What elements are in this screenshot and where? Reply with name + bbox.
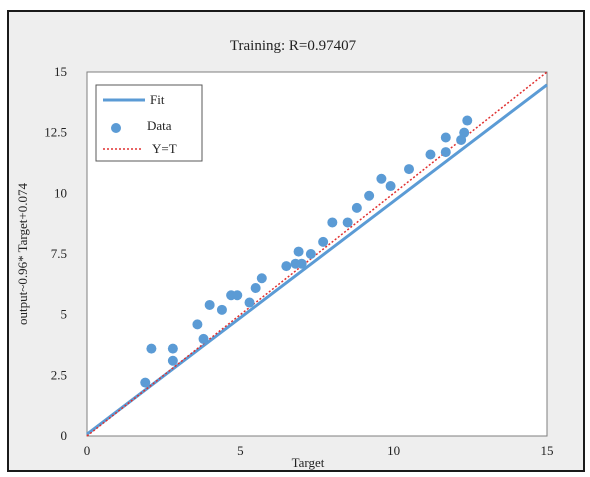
data-point [440, 132, 451, 143]
data-point [192, 319, 203, 330]
data-point [318, 236, 329, 247]
y-tick-label: 10 [54, 185, 67, 200]
data-point [281, 261, 292, 272]
data-point [327, 217, 338, 228]
data-point [459, 127, 470, 138]
data-point [305, 249, 316, 259]
x-tick-label: 15 [541, 443, 554, 458]
data-point [216, 304, 227, 315]
data-point [167, 343, 178, 354]
data-point [364, 190, 375, 201]
data-point [296, 258, 307, 269]
y-axis-label: output~0.96* Target+0.074 [15, 183, 30, 325]
y-tick-labels: 0 2.5 5 7.5 10 12.5 15 [44, 64, 67, 443]
chart-lines [86, 71, 548, 437]
data-point [385, 181, 396, 192]
x-axis-label: Target [292, 455, 325, 470]
y-tick-label: 5 [61, 307, 68, 322]
data-point [146, 343, 157, 354]
data-point [232, 290, 243, 301]
data-point [462, 115, 473, 126]
data-point [342, 217, 353, 228]
y-tick-label: 12.5 [44, 125, 67, 140]
legend-yt-label: Y=T [152, 141, 177, 156]
data-point [198, 333, 209, 344]
data-point [204, 299, 215, 310]
data-point [440, 147, 451, 158]
data-point [376, 173, 387, 184]
data-point [244, 297, 255, 308]
x-tick-label: 10 [387, 443, 400, 458]
legend-box [95, 84, 203, 162]
x-tick-label: 5 [237, 443, 244, 458]
y-tick-label: 15 [54, 64, 67, 79]
legend-fit-label: Fit [150, 92, 165, 107]
data-point [140, 377, 151, 388]
data-point [404, 164, 414, 175]
legend-data-swatch [111, 123, 121, 133]
data-point [425, 149, 436, 160]
data-point [250, 282, 261, 293]
chart-title: Training: R=0.97407 [230, 38, 357, 54]
data-point [351, 202, 362, 213]
y-tick-label: 2.5 [51, 367, 67, 382]
y-tick-label: 0 [61, 428, 68, 443]
identity-line [86, 71, 548, 437]
data-point [167, 355, 178, 366]
chart: Training: R=0.97407 Target output~0.96* … [15, 38, 554, 470]
data-point [256, 273, 267, 284]
data-points [140, 115, 473, 388]
legend-data-label: Data [147, 118, 172, 133]
x-tick-label: 0 [84, 443, 91, 458]
data-point [293, 246, 304, 257]
y-tick-label: 7.5 [51, 246, 67, 261]
x-tick-labels: 0 5 10 15 [84, 443, 554, 458]
figure-frame: Training: R=0.97407 Target output~0.96* … [7, 10, 585, 472]
legend: Fit Data Y=T [95, 84, 203, 162]
